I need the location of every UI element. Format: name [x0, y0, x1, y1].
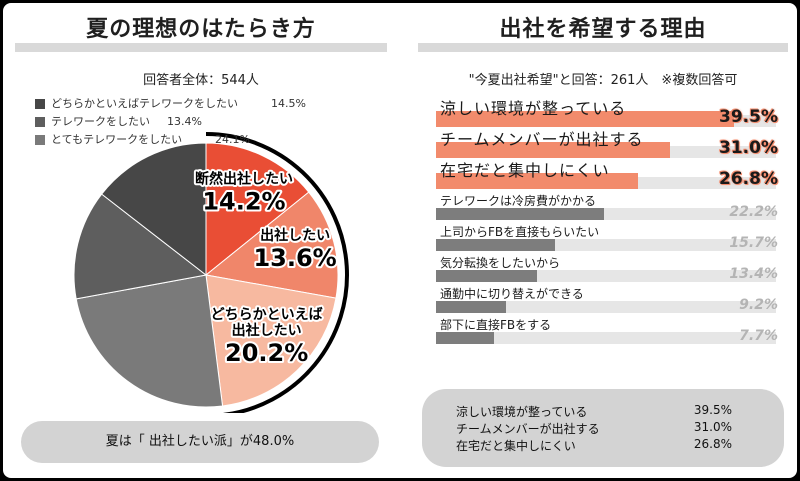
- office-group-bracket: [205, 132, 349, 413]
- bar-value: 26.8%: [719, 169, 778, 189]
- bar-row: 在宅だと集中しにくい 26.8%: [436, 161, 786, 191]
- panel-title: 出社を希望する理由: [499, 17, 707, 42]
- summary-row: 在宅だと集中しにくい 26.8%: [456, 437, 756, 453]
- bar: [436, 301, 506, 313]
- bar: [436, 111, 735, 127]
- slice-name: どちらかといえば: [211, 307, 323, 323]
- bar-label: 上司からFBを直接もらいたい: [440, 225, 600, 239]
- bar-value: 9.2%: [739, 297, 778, 313]
- legend-swatch: [35, 135, 45, 145]
- bar-track: [436, 301, 776, 313]
- legend-label: どちらかといえばテレワークをしたい: [51, 97, 238, 110]
- pie-slice: [205, 142, 310, 277]
- slice-name: 出社したい: [232, 322, 302, 339]
- bar-label: 在宅だと集中しにくい: [440, 161, 610, 180]
- pie-slice: [73, 193, 208, 300]
- legend-value: 14.5%: [271, 97, 306, 110]
- bar-label: チームメンバーが出社する: [440, 130, 644, 149]
- bar-track: [436, 332, 776, 344]
- slice-name: 断然出社したい: [195, 171, 293, 188]
- bar-row: チームメンバーが出社する 31.0%: [436, 130, 786, 160]
- bar-value: 39.5%: [719, 107, 778, 127]
- bar-value: 13.4%: [729, 266, 778, 282]
- summary-value: 39.5%: [693, 403, 732, 417]
- summary-label: 在宅だと集中しにくい: [456, 439, 576, 453]
- summary-row: 涼しい環境が整っている 39.5%: [456, 403, 756, 419]
- bar: [436, 142, 671, 158]
- ideal-work-style-panel: 夏の理想のはたらき方 回答者全体：544人 断然出社したい 14.2% 出社したい 1…: [15, 3, 387, 478]
- bar: [436, 173, 639, 189]
- slice-value: 13.6%: [253, 244, 336, 272]
- panel-title: 夏の理想のはたらき方: [86, 17, 316, 42]
- bar-row: 通勤中に切り替えができる 9.2%: [436, 285, 786, 315]
- legend-label: とてもテレワークをしたい: [51, 133, 183, 146]
- bar-row: 上司からFBを直接もらいたい 15.7%: [436, 223, 786, 253]
- legend-swatch: [35, 117, 45, 127]
- slice-value: 14.2%: [202, 188, 285, 216]
- bar-label: 通勤中に切り替えができる: [440, 287, 584, 301]
- pie-slice: [100, 142, 207, 277]
- bar: [436, 332, 495, 344]
- legend-label: テレワークをしたい: [51, 115, 150, 128]
- slice-value: 20.2%: [225, 339, 308, 367]
- title-divider: [15, 43, 387, 52]
- pie-slice: [204, 191, 339, 299]
- legend-value: 13.4%: [167, 115, 202, 128]
- bar-row: 部下に直接FBをする 7.7%: [436, 316, 786, 346]
- pie-slice: [75, 274, 224, 408]
- infographic-card: 夏の理想のはたらき方 回答者全体：544人 断然出社したい 14.2% 出社したい 1…: [3, 3, 797, 478]
- bar: [436, 239, 555, 251]
- bar-value: 31.0%: [719, 138, 778, 158]
- office-reasons-panel: 出社を希望する理由 "今夏出社希望"と回答：261人 ※複数回答可 涼しい環境が…: [418, 3, 788, 478]
- summary-label: チームメンバーが出社する: [456, 422, 600, 436]
- pie-slice: [205, 274, 337, 407]
- bar: [436, 270, 538, 282]
- bar-value: 7.7%: [739, 328, 778, 344]
- summary-value: 31.0%: [693, 420, 732, 434]
- bar-value: 15.7%: [729, 235, 778, 251]
- respondent-count: "今夏出社希望"と回答：261人 ※複数回答可: [468, 73, 738, 88]
- title-divider: [418, 43, 788, 52]
- legend-value: 24.1%: [215, 133, 250, 146]
- bar-label: 気分転換をしたいから: [440, 256, 561, 270]
- slice-name: 出社したい: [260, 227, 330, 244]
- legend-swatch: [35, 99, 45, 109]
- summary-pill: 夏は「 出社したい派」が48.0%: [21, 421, 379, 463]
- respondent-count: 回答者全体：544人: [143, 73, 259, 88]
- summary-row: チームメンバーが出社する 31.0%: [456, 420, 756, 436]
- bar: [436, 208, 604, 220]
- summary-label: 涼しい環境が整っている: [456, 405, 588, 419]
- bar-label: 涼しい環境が整っている: [440, 99, 627, 118]
- bar-label: テレワークは冷房費がかかる: [440, 194, 597, 208]
- bar-row: 気分転換をしたいから 13.4%: [436, 254, 786, 284]
- bar-row: テレワークは冷房費がかかる 22.2%: [436, 192, 786, 222]
- bar-row: 涼しい環境が整っている 39.5%: [436, 99, 786, 129]
- bar-label: 部下に直接FBをする: [440, 318, 552, 332]
- bar-value: 22.2%: [729, 204, 778, 220]
- summary-value: 26.8%: [693, 437, 732, 451]
- top-reasons-summary: 涼しい環境が整っている 39.5% チームメンバーが出社する 31.0% 在宅だ…: [422, 389, 784, 467]
